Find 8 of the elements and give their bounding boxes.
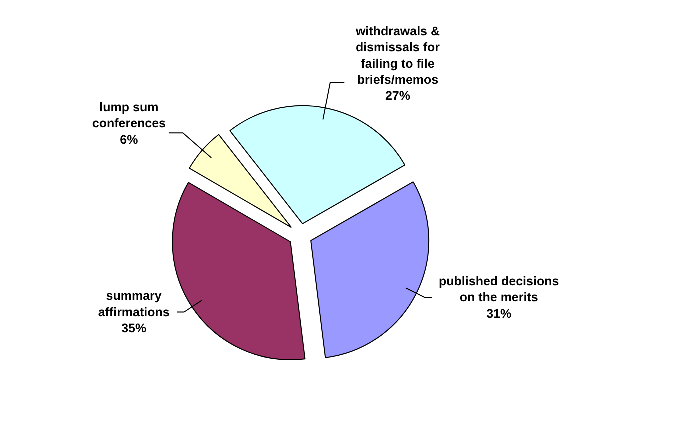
slice-label: lump sum conferences	[92, 100, 166, 131]
slice-label: summary affirmations	[98, 289, 170, 320]
slice-label: withdrawals & dismissals for failing to file briefs/memos	[354, 24, 440, 87]
slice-label: published decisions on the merits	[439, 274, 560, 305]
data-label: 31%	[486, 306, 512, 321]
data-label: 27%	[385, 88, 411, 103]
data-label: 35%	[122, 321, 147, 336]
data-label: 6%	[120, 132, 138, 147]
